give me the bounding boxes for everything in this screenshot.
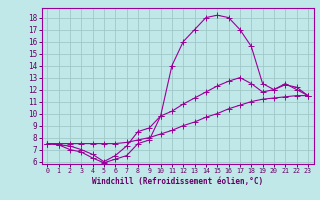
X-axis label: Windchill (Refroidissement éolien,°C): Windchill (Refroidissement éolien,°C) <box>92 177 263 186</box>
